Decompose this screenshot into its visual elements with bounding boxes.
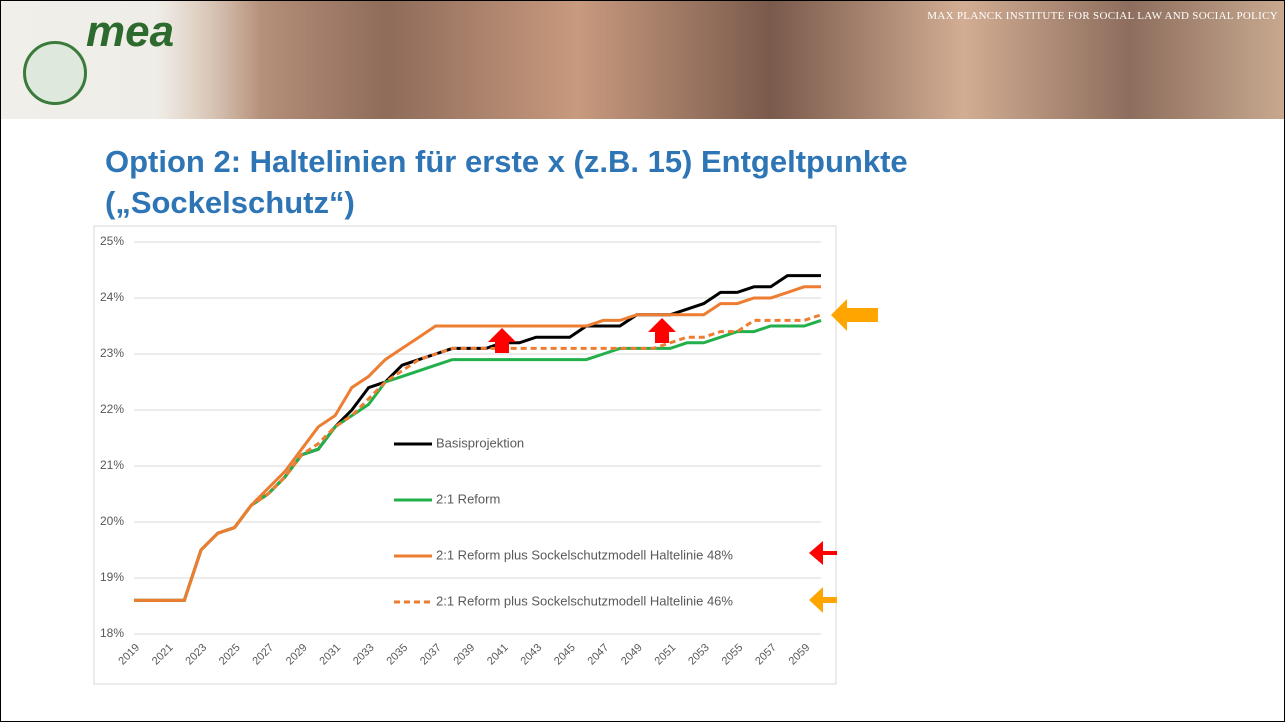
- x-tick-label: 2033: [351, 642, 377, 668]
- chart-frame: [93, 225, 837, 685]
- x-tick-label: 2049: [619, 642, 645, 668]
- arrow-left: [809, 541, 837, 565]
- x-tick-label: 2051: [653, 642, 679, 668]
- legend-label: 2:1 Reform: [436, 491, 500, 506]
- x-tick-label: 2021: [150, 642, 176, 668]
- legend-label: 2:1 Reform plus Sockelschutzmodell Halte…: [436, 547, 733, 562]
- institute: MAX PLANCK INSTITUTE FOR SOCIAL LAW AND …: [927, 10, 1278, 22]
- title-line: („Sockelschutz“): [105, 185, 355, 220]
- x-tick-label: 2035: [384, 642, 410, 668]
- y-tick-label: 19%: [100, 570, 124, 584]
- x-tick-label: 2027: [250, 642, 276, 668]
- x-tick-label: 2039: [451, 642, 477, 668]
- x-tick-label: 2053: [686, 642, 712, 668]
- y-tick-label: 18%: [100, 626, 124, 640]
- x-tick-label: 2031: [317, 642, 343, 668]
- y-tick-label: 20%: [100, 514, 124, 528]
- slide-title: Option 2: Haltelinien für erste x (z.B. …: [105, 141, 908, 223]
- x-tick-label: 2047: [586, 642, 612, 668]
- x-tick-label: 2019: [116, 642, 142, 668]
- y-tick-label: 25%: [100, 234, 124, 248]
- y-tick-label: 23%: [100, 346, 124, 360]
- arrow-left: [831, 299, 878, 331]
- x-tick-label: 2043: [519, 642, 545, 668]
- x-tick-label: 2029: [284, 642, 310, 668]
- x-tick-label: 2023: [183, 642, 209, 668]
- x-tick-label: 2057: [753, 642, 779, 668]
- arrow-up: [648, 318, 676, 343]
- x-tick-label: 2041: [485, 642, 511, 668]
- x-tick-label: 2059: [787, 642, 813, 668]
- x-tick-label: 2045: [552, 642, 578, 668]
- x-tick-label: 2037: [418, 642, 444, 668]
- logo: mea: [86, 7, 175, 56]
- arrow-left: [809, 587, 837, 613]
- seal: [23, 41, 87, 105]
- legend-label: 2:1 Reform plus Sockelschutzmodell Halte…: [436, 593, 733, 608]
- y-tick-label: 24%: [100, 290, 124, 304]
- y-tick-label: 21%: [100, 458, 124, 472]
- x-tick-label: 2055: [720, 642, 746, 668]
- legend-label: Basisprojektion: [436, 435, 524, 450]
- arrows: [488, 299, 878, 613]
- series-line: [134, 285, 821, 602]
- title-line: Option 2: Haltelinien für erste x (z.B. …: [105, 144, 908, 179]
- y-tick-label: 22%: [100, 402, 124, 416]
- arrow-up: [488, 328, 516, 353]
- x-tick-label: 2025: [217, 642, 243, 668]
